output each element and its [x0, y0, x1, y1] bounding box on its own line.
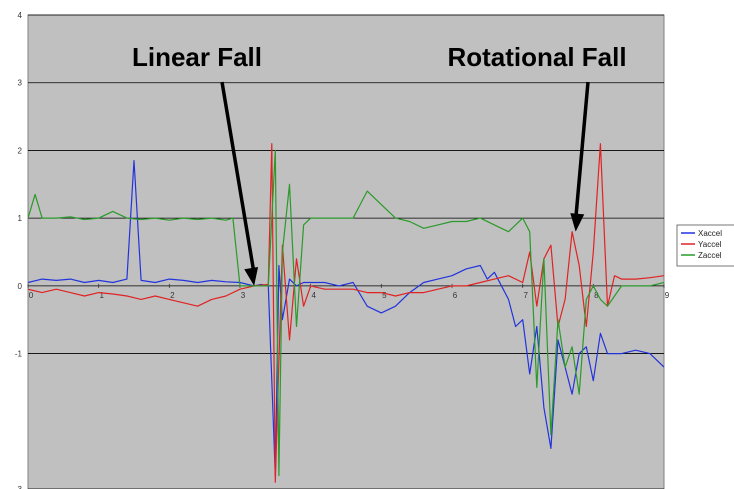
x-tick-label: 5	[382, 291, 387, 300]
series-lines	[28, 143, 664, 483]
legend-label: Zaccel	[698, 251, 722, 260]
legend-label: Xaccel	[698, 229, 722, 238]
y-tick-label: -3	[15, 485, 23, 489]
x-tick-label: 8	[594, 291, 599, 300]
y-tick-label: 3	[18, 79, 23, 88]
y-tick-label: 4	[18, 11, 23, 20]
x-tick-label: 4	[311, 291, 316, 300]
legend: Xaccel Yaccel Zaccel	[676, 224, 734, 267]
x-tick-label: 7	[523, 291, 528, 300]
annotation-arrow-shaft	[573, 81, 590, 220]
x-tick-label: 6	[453, 291, 458, 300]
y-tick-label: 1	[18, 214, 23, 223]
y-tick-label: -1	[15, 350, 23, 359]
annotation-label: Rotational Fall	[447, 42, 626, 72]
series-line-yaccel	[28, 143, 664, 483]
x-tick-label: 3	[241, 291, 246, 300]
legend-box	[676, 224, 734, 267]
x-tick-label: 2	[170, 291, 175, 300]
annotations: Linear Fall Rotational Fall	[132, 42, 627, 286]
annotation-arrow-shaft	[220, 81, 256, 275]
annotation-arrow-head	[244, 266, 259, 286]
legend-label: Yaccel	[698, 240, 722, 249]
series-line-zaccel	[28, 149, 664, 477]
x-tick-label: 0	[29, 291, 34, 300]
y-axis-ticks: -3 -1 0 1 2 3 4	[15, 11, 23, 489]
y-tick-label: 0	[18, 282, 23, 291]
y-tick-label: 2	[18, 146, 23, 155]
annotation-arrow-head	[570, 213, 585, 232]
plot-area	[27, 14, 665, 489]
series-line-xaccel	[28, 160, 664, 477]
annotation-label: Linear Fall	[132, 42, 262, 72]
x-tick-label: 9	[665, 291, 670, 300]
x-tick-label: 1	[99, 291, 104, 300]
